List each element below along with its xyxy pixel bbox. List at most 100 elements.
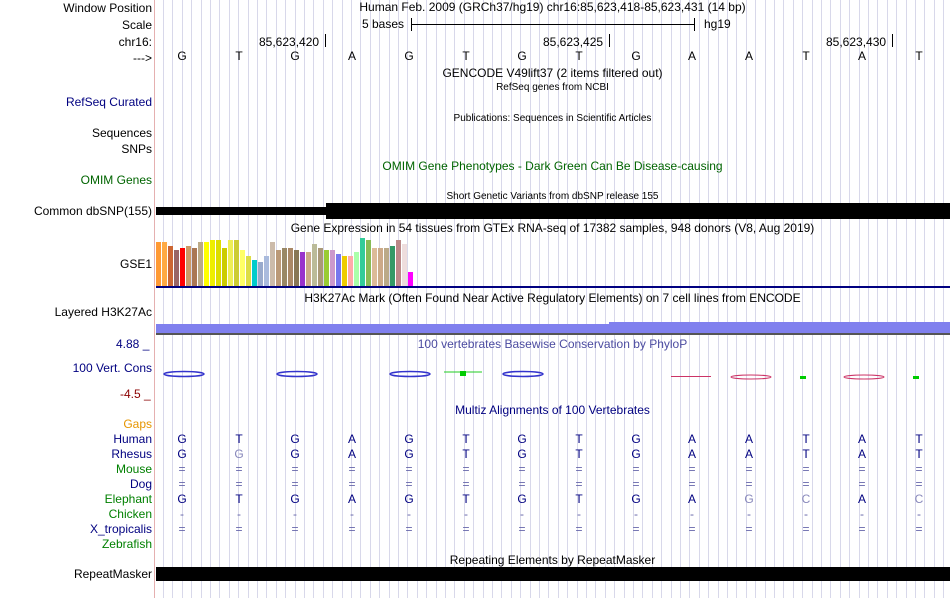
species-label[interactable]: Human (113, 432, 152, 446)
gtex-tissue-bar[interactable] (288, 248, 293, 286)
gtex-tissue-bar[interactable] (180, 248, 185, 286)
alignment-base: - (917, 507, 921, 521)
gaps-track-label[interactable]: Gaps (123, 417, 152, 431)
gtex-tissue-bar[interactable] (318, 248, 323, 286)
gtex-tissue-bar[interactable] (210, 240, 215, 286)
gtex-tissue-bar[interactable] (246, 256, 251, 286)
cons-track-label[interactable]: 100 Vert. Cons (72, 361, 152, 375)
gtex-tissue-bar[interactable] (270, 242, 275, 286)
alignment-base: T (575, 447, 583, 461)
cons-wiggle[interactable] (156, 365, 950, 385)
multiz-title[interactable]: Multiz Alignments of 100 Vertebrates (455, 403, 650, 417)
omim-track-label[interactable]: OMIM Genes (80, 173, 152, 187)
gtex-tissue-bar[interactable] (324, 250, 329, 286)
dbsnp-subtitle[interactable]: Short Genetic Variants from dbSNP releas… (446, 191, 659, 202)
h3k27ac-title[interactable]: H3K27Ac Mark (Often Found Near Active Re… (304, 291, 801, 305)
gtex-tissue-bar[interactable] (336, 254, 341, 286)
gtex-tissue-bar[interactable] (192, 248, 197, 286)
gtex-tissue-bar[interactable] (234, 240, 239, 286)
gtex-tissue-bar[interactable] (156, 242, 161, 286)
gtex-tissue-bar[interactable] (276, 250, 281, 286)
species-label[interactable]: X_tropicalis (89, 522, 152, 536)
gtex-tissue-bar[interactable] (228, 240, 233, 286)
gtex-title[interactable]: Gene Expression in 54 tissues from GTEx … (290, 221, 815, 235)
gtex-tissue-bar[interactable] (354, 252, 359, 286)
species-label[interactable]: Rhesus (111, 447, 152, 461)
alignment-base: G (290, 432, 300, 446)
gtex-tissue-bar[interactable] (402, 244, 407, 286)
publications-subtitle[interactable]: Publications: Sequences in Scientific Ar… (453, 113, 652, 124)
dbsnp-track-label[interactable]: Common dbSNP(155) (33, 204, 152, 218)
alignment-base: G (290, 492, 300, 506)
cons-title[interactable]: 100 vertebrates Basewise Conservation by… (417, 337, 688, 351)
repeat-track-label[interactable]: RepeatMasker (73, 567, 152, 581)
alignment-base: = (518, 522, 526, 536)
alignment-base: - (804, 507, 808, 521)
gtex-tissue-bar[interactable] (240, 250, 245, 286)
h3k27ac-signal[interactable] (156, 324, 950, 333)
gtex-tissue-bar[interactable] (306, 252, 311, 286)
gtex-tissue-bar[interactable] (342, 256, 347, 286)
alignment-base: = (348, 462, 356, 476)
alignment-base: = (291, 462, 299, 476)
gtex-tissue-bar[interactable] (252, 260, 257, 286)
gtex-tissue-bar[interactable] (390, 246, 395, 286)
species-label[interactable]: Dog (129, 477, 152, 491)
dbsnp-feature-bar-wide[interactable] (326, 203, 950, 219)
species-label[interactable]: Chicken (108, 507, 152, 521)
grid-line (454, 0, 455, 598)
gtex-tissue-bar[interactable] (408, 272, 413, 286)
alignment-base: = (688, 462, 696, 476)
alignment-base: = (235, 522, 243, 536)
gtex-tissue-bar[interactable] (168, 246, 173, 286)
gtex-tissue-bar[interactable] (384, 248, 389, 286)
gtex-tissue-bar[interactable] (360, 238, 365, 286)
alignment-base: = (858, 522, 866, 536)
gtex-tissue-bar[interactable] (162, 242, 167, 286)
alignment-base: = (405, 477, 413, 491)
gtex-tissue-bar[interactable] (372, 248, 377, 286)
alignment-base: G (517, 492, 527, 506)
gtex-tissue-bar[interactable] (282, 248, 287, 286)
species-label[interactable]: Mouse (115, 462, 152, 476)
species-label[interactable]: Elephant (104, 492, 152, 506)
gtex-tissue-bar[interactable] (300, 252, 305, 286)
gtex-tissue-bar[interactable] (378, 248, 383, 286)
gtex-tissue-bar[interactable] (216, 240, 221, 286)
gencode-title[interactable]: GENCODE V49lift37 (2 items filtered out) (442, 66, 663, 80)
gtex-tissue-bar[interactable] (198, 242, 203, 286)
snps-track-label[interactable]: SNPs (121, 142, 152, 156)
gtex-tissue-bar[interactable] (396, 240, 401, 286)
gtex-tissue-bar[interactable] (204, 242, 209, 286)
alignment-base: G (404, 432, 414, 446)
refseq-subtitle[interactable]: RefSeq genes from NCBI (496, 82, 609, 93)
repeat-title[interactable]: Repeating Elements by RepeatMasker (449, 553, 656, 567)
gtex-tissue-bar[interactable] (174, 250, 179, 286)
gtex-tissue-bar[interactable] (186, 246, 191, 286)
alignment-base: G (744, 492, 754, 506)
alignment-base: - (237, 507, 241, 521)
omim-title[interactable]: OMIM Gene Phenotypes - Dark Green Can Be… (382, 159, 723, 173)
h3k27ac-track-label[interactable]: Layered H3K27Ac (54, 305, 152, 319)
gtex-tissue-bar[interactable] (366, 240, 371, 286)
gtex-tissue-bar[interactable] (294, 250, 299, 286)
grid-line (680, 0, 681, 598)
gtex-tissue-bar[interactable] (312, 244, 317, 286)
refseq-track-label[interactable]: RefSeq Curated (65, 95, 152, 109)
species-label[interactable]: Zebrafish (101, 537, 152, 551)
grid-line (464, 0, 465, 598)
alignment-base: G (177, 492, 187, 506)
gtex-tissue-bar[interactable] (222, 248, 227, 286)
repeat-feature-bar[interactable] (156, 567, 950, 581)
grid-line (802, 0, 803, 598)
gse1-track-label[interactable]: GSE1 (119, 257, 152, 271)
grid-line (436, 0, 437, 598)
gtex-tissue-bar[interactable] (330, 250, 335, 286)
sequences-track-label[interactable]: Sequences (91, 126, 152, 140)
gtex-tissue-bar[interactable] (348, 256, 353, 286)
grid-line (182, 0, 183, 598)
gtex-tissue-bar[interactable] (258, 262, 263, 286)
alignment-base: = (178, 462, 186, 476)
grid-line (755, 0, 756, 598)
gtex-tissue-bar[interactable] (264, 256, 269, 286)
